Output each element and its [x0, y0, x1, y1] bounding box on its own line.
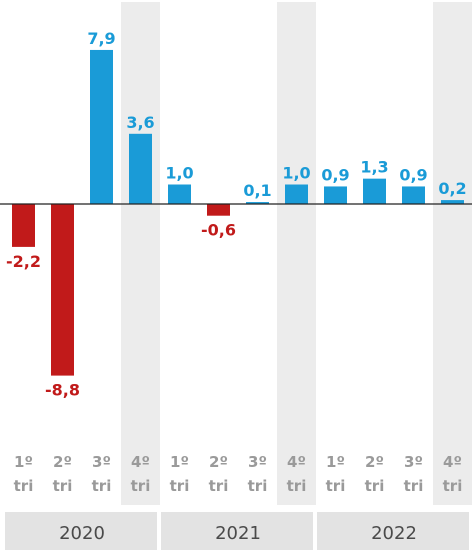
tick-label: 4º — [131, 453, 150, 471]
bar — [441, 200, 464, 204]
tick-label: tri — [248, 477, 268, 495]
tick-label: tri — [365, 477, 385, 495]
bar — [51, 204, 74, 376]
bar — [402, 186, 425, 204]
data-label: 3,6 — [126, 113, 154, 132]
tick-label: tri — [92, 477, 112, 495]
data-label: 0,2 — [438, 179, 466, 198]
tick-label: tri — [53, 477, 73, 495]
tick-label: 2º — [53, 453, 72, 471]
bar — [246, 202, 269, 204]
tick-label: 4º — [287, 453, 306, 471]
data-label: 1,3 — [360, 158, 388, 177]
data-label: 7,9 — [87, 29, 115, 48]
bar — [168, 184, 191, 204]
year-band — [5, 512, 157, 550]
year-label: 2021 — [215, 523, 261, 544]
tick-label: tri — [209, 477, 229, 495]
data-label: -0,6 — [201, 221, 236, 240]
tick-label: 2º — [209, 453, 228, 471]
data-label: 1,0 — [282, 164, 310, 183]
tick-label: 4º — [443, 453, 462, 471]
tick-label: tri — [131, 477, 151, 495]
tick-label: 3º — [404, 453, 423, 471]
tick-label: 1º — [14, 453, 33, 471]
tick-label: tri — [14, 477, 34, 495]
data-label: -2,2 — [6, 252, 41, 271]
data-label: 0,9 — [399, 165, 427, 184]
bar — [324, 186, 347, 204]
tick-label: 3º — [92, 453, 111, 471]
tick-label: 1º — [326, 453, 345, 471]
bar — [285, 184, 308, 204]
year-label: 2020 — [59, 523, 105, 544]
data-label: -8,8 — [45, 381, 80, 400]
shaded-column — [433, 2, 472, 505]
bar — [90, 49, 113, 205]
tick-label: tri — [443, 477, 463, 495]
year-band — [317, 512, 469, 550]
shaded-column — [121, 2, 160, 505]
tick-label: tri — [326, 477, 346, 495]
tick-label: tri — [170, 477, 190, 495]
tick-label: tri — [287, 477, 307, 495]
data-label: 1,0 — [165, 164, 193, 183]
bar — [129, 133, 152, 204]
tick-label: tri — [404, 477, 424, 495]
tick-label: 1º — [170, 453, 189, 471]
bar — [207, 204, 230, 216]
data-label: 0,9 — [321, 165, 349, 184]
tick-label: 2º — [365, 453, 384, 471]
data-label: 0,1 — [243, 181, 271, 200]
year-label: 2022 — [371, 523, 417, 544]
tick-label: 3º — [248, 453, 267, 471]
bar — [12, 204, 35, 247]
shaded-column — [277, 2, 316, 505]
bar — [363, 178, 386, 204]
year-band — [161, 512, 313, 550]
